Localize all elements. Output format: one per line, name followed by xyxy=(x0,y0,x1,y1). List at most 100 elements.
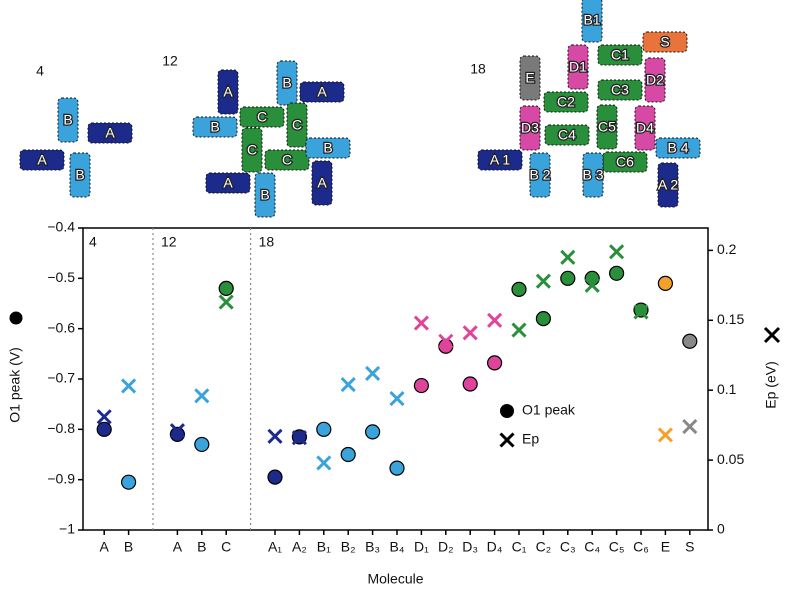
point xyxy=(194,436,210,453)
x-tick-label: C₄ xyxy=(584,539,600,555)
point xyxy=(413,315,429,331)
x-tick-label: D₃ xyxy=(462,539,478,555)
molecule xyxy=(582,152,604,198)
molecule xyxy=(205,172,251,194)
molecule-label: D4 xyxy=(636,120,654,136)
x-tick-label: E xyxy=(661,539,670,555)
panel-label: 4 xyxy=(36,63,44,79)
point xyxy=(96,409,112,425)
molecule-label: D2 xyxy=(646,72,664,88)
point xyxy=(511,281,527,298)
molecule xyxy=(634,105,656,151)
legend-marker xyxy=(500,404,514,418)
molecule-label: B 2 xyxy=(529,167,550,183)
point xyxy=(267,469,283,485)
y2-axis-symbol xyxy=(763,326,781,344)
molecule-label: A xyxy=(317,175,327,191)
molecule xyxy=(657,162,679,208)
point xyxy=(584,277,600,293)
point xyxy=(121,474,137,490)
point xyxy=(462,325,478,341)
molecule-label: B xyxy=(210,119,219,135)
point xyxy=(560,270,576,286)
molecule xyxy=(567,44,589,90)
x-tick-label: D₁ xyxy=(414,539,429,555)
point xyxy=(657,275,674,291)
x-tick-label: C xyxy=(221,539,231,555)
molecule-label: B xyxy=(260,187,269,203)
x-tick-label: C₆ xyxy=(633,539,649,555)
point xyxy=(218,294,234,310)
point xyxy=(609,244,625,260)
molecule xyxy=(286,102,308,148)
point xyxy=(487,355,503,371)
molecule-label: S xyxy=(660,34,669,50)
molecule xyxy=(519,105,541,151)
point xyxy=(657,427,673,443)
molecule xyxy=(519,55,541,101)
molecule xyxy=(217,69,239,115)
molecule xyxy=(597,79,643,101)
y-tick-label: −0.6 xyxy=(47,319,75,335)
molecule-label: C xyxy=(257,109,267,125)
molecule-label: B1 xyxy=(583,12,600,28)
y-tick-label: −0.7 xyxy=(47,370,75,386)
x-tick-label: C₅ xyxy=(609,539,625,555)
y-tick-label: −0.4 xyxy=(47,219,75,235)
molecule xyxy=(642,31,688,53)
x-tick-label: B₂ xyxy=(341,539,356,555)
molecule-label: C3 xyxy=(611,82,629,98)
point xyxy=(365,424,381,440)
molecule-label: C xyxy=(247,142,257,158)
point xyxy=(682,333,698,349)
x-tick-label: B xyxy=(197,539,206,555)
point xyxy=(316,421,332,437)
panel-label: 18 xyxy=(470,61,486,77)
point xyxy=(608,265,625,281)
molecule xyxy=(254,172,276,218)
x-tick-label: A xyxy=(173,539,183,555)
group-label: 12 xyxy=(161,234,177,250)
point xyxy=(169,423,185,439)
molecule-label: E xyxy=(525,70,534,86)
molecule xyxy=(581,0,603,43)
x-tick-label: S xyxy=(685,539,694,555)
y2-tick-label: 0.15 xyxy=(717,311,744,327)
y-tick-label: −0.9 xyxy=(47,470,75,486)
x-tick-label: C₃ xyxy=(560,539,576,555)
molecule xyxy=(597,44,643,66)
x-tick-label: C₂ xyxy=(536,539,552,555)
x-tick-label: B xyxy=(124,539,133,555)
molecule xyxy=(529,152,551,198)
molecule xyxy=(543,91,589,113)
molecule xyxy=(239,106,285,128)
point xyxy=(96,421,112,437)
y2-tick-label: 0.2 xyxy=(717,241,737,257)
molecule-label: D1 xyxy=(569,59,587,75)
point xyxy=(535,273,551,289)
molecule xyxy=(57,97,79,143)
molecule xyxy=(276,60,298,106)
molecule-label: B 3 xyxy=(582,167,603,183)
point xyxy=(340,377,356,393)
x-tick-label: B₄ xyxy=(389,539,404,555)
y2-tick-label: 0.1 xyxy=(717,381,737,397)
point xyxy=(169,426,185,442)
y-axis-symbol xyxy=(9,311,23,325)
molecule-label: A 2 xyxy=(658,177,678,193)
point xyxy=(291,430,307,446)
point xyxy=(389,391,405,407)
x-axis-title: Molecule xyxy=(367,571,423,587)
point xyxy=(438,333,454,349)
molecule-label: A 1 xyxy=(490,152,510,168)
molecule-label: D3 xyxy=(521,120,539,136)
molecule-label: B 4 xyxy=(667,140,688,156)
molecule-label: C xyxy=(292,117,302,133)
y-tick-label: −0.5 xyxy=(47,269,75,285)
molecule-label: B xyxy=(75,167,84,183)
y2-axis-title: Ep (eV) xyxy=(763,361,779,408)
molecule-label: A xyxy=(105,125,115,141)
y2-tick-label: 0.05 xyxy=(717,451,744,467)
point xyxy=(462,376,478,392)
